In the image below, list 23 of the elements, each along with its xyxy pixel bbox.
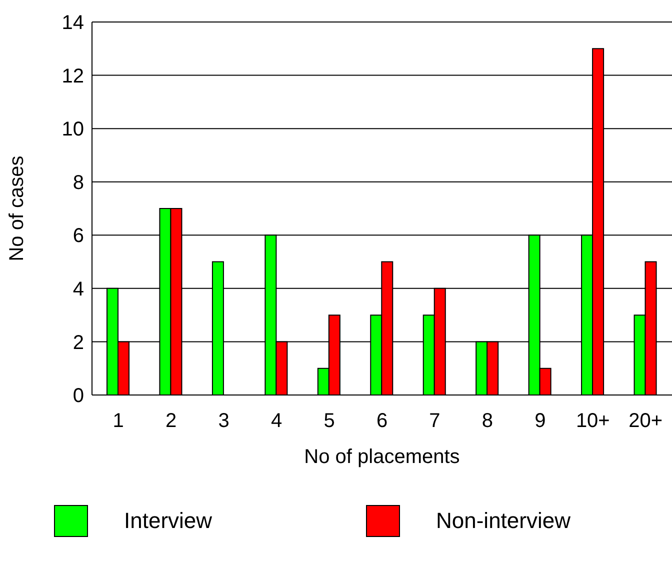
y-tick-label: 14: [62, 12, 84, 34]
x-tick-label: 20+: [628, 410, 663, 432]
x-tick-label: 10+: [576, 410, 610, 432]
y-tick-label: 0: [72, 385, 84, 408]
x-tick-label: 6: [376, 410, 388, 432]
x-tick-label: 4: [270, 410, 282, 432]
y-tick-label: 10: [62, 118, 84, 141]
x-axis-title: No of placements: [304, 446, 460, 468]
y-tick-label: 6: [72, 225, 84, 248]
x-tick-label: 2: [166, 410, 177, 432]
y-tick-label: 12: [62, 65, 84, 88]
x-tick-label: 3: [218, 410, 230, 432]
y-tick-label: 4: [72, 278, 84, 301]
x-tick-label: 9: [534, 410, 546, 432]
legend-label: Non-interview: [436, 508, 570, 534]
legend-label: Interview: [124, 508, 212, 534]
y-tick-label: 8: [72, 172, 84, 194]
y-axis-title: No of cases: [6, 156, 28, 262]
x-tick-label: 7: [429, 410, 440, 432]
x-tick-label: 1: [112, 410, 124, 432]
y-tick-label: 2: [72, 332, 84, 354]
x-tick-label: 5: [324, 410, 335, 432]
x-tick-label: 8: [482, 410, 494, 432]
